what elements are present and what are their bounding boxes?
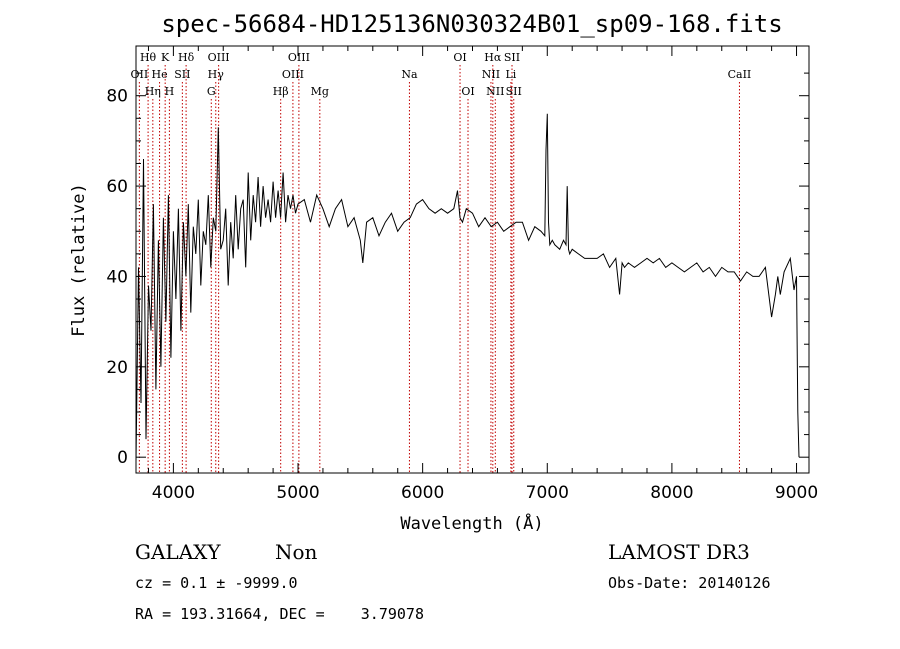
emission-line-label: Li: [505, 68, 516, 81]
emission-line-label: Hη: [145, 85, 161, 98]
emission-line-label: OI: [453, 51, 466, 64]
object-class: GALAXY: [135, 540, 221, 564]
x-axis-ticks: 4000 5000 6000 7000 8000 9000: [147, 46, 818, 503]
emission-line-label: NII: [482, 68, 500, 81]
emission-line-labels: OII Hθ Hη He K H Hδ SII Hγ G OIII Hβ OIII OIII Mg Na OI O…: [131, 51, 752, 98]
y-tick-label-20: 20: [106, 358, 128, 378]
y-tick-label-40: 40: [106, 267, 128, 287]
emission-line-label: Hδ: [178, 51, 195, 64]
x-tick-label-5000: 5000: [276, 483, 319, 503]
emission-line-label: Hβ: [273, 85, 289, 98]
flux-series-line: [135, 113, 800, 462]
emission-line-label: OII: [131, 68, 149, 81]
survey-name: LAMOST DR3: [608, 540, 750, 564]
emission-line-label: SII: [506, 85, 522, 98]
emission-line-label: Hθ: [140, 51, 157, 64]
x-tick-label-6000: 6000: [401, 483, 444, 503]
emission-line-label: CaII: [728, 68, 752, 81]
x-tick-label-8000: 8000: [650, 483, 693, 503]
emission-line-label: G: [207, 85, 216, 98]
x-tick-label-9000: 9000: [775, 483, 818, 503]
obs-date: Obs-Date: 20140126: [608, 574, 771, 592]
emission-line-label: Hα: [484, 51, 502, 64]
emission-line-label: SII: [174, 68, 190, 81]
emission-line-label: OIII: [288, 51, 310, 64]
emission-line-label: K: [161, 51, 170, 64]
emission-line-label: OIII: [282, 68, 304, 81]
ra-dec-line: RA = 193.31664, DEC = 3.79078: [135, 605, 424, 623]
emission-line-label: He: [152, 68, 168, 81]
emission-line-label: Hγ: [208, 68, 225, 81]
emission-line-label: OI: [461, 85, 474, 98]
object-subclass: Non: [275, 540, 318, 564]
y-tick-label-60: 60: [106, 177, 128, 197]
emission-line-label: NII: [486, 85, 504, 98]
emission-line-label: OIII: [208, 51, 230, 64]
emission-line-label: H: [165, 85, 175, 98]
x-tick-label-4000: 4000: [152, 483, 195, 503]
emission-line-markers: [138, 65, 740, 473]
y-tick-label-0: 0: [117, 448, 128, 468]
emission-line-label: SII: [504, 51, 520, 64]
emission-line-label: Na: [401, 68, 418, 81]
redshift-line: cz = 0.1 ± -9999.0: [135, 574, 298, 592]
emission-line-label: Mg: [311, 85, 329, 98]
x-tick-label-7000: 7000: [526, 483, 569, 503]
x-axis-label: Wavelength (Å): [400, 512, 543, 534]
y-tick-label-80: 80: [106, 87, 128, 107]
y-axis-label: Flux (relative): [69, 183, 89, 337]
chart-title: spec-56684-HD125136N030324B01_sp09-168.f…: [161, 10, 782, 38]
